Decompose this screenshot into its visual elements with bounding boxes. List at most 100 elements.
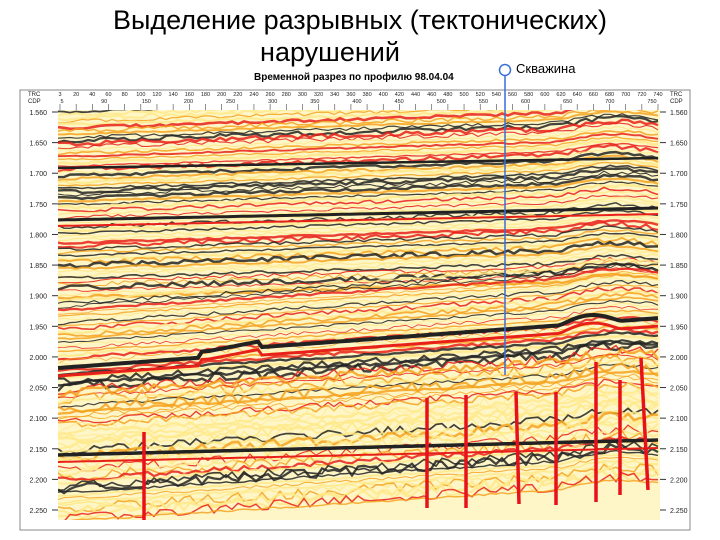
time-tick-label: 1.700 [29, 171, 47, 178]
seismic-reflection [58, 296, 659, 340]
trc-tick-label: 640 [573, 92, 582, 98]
seismic-reflection [58, 186, 659, 213]
seismic-reflection [58, 369, 659, 415]
seismic-reflection [58, 253, 659, 280]
well-label: Скважина [516, 61, 576, 76]
seismic-reflection [58, 381, 659, 428]
cdp-tick-label: 90 [101, 99, 107, 105]
trc-tick-label: 160 [185, 92, 194, 98]
time-tick-label: 1.650 [29, 141, 47, 148]
seismic-reflection [58, 182, 659, 211]
seismic-reflection [58, 232, 659, 258]
seismic-reflection [58, 194, 659, 220]
cdp-axis-label: CDP [28, 99, 41, 105]
trc-tick-label: 420 [395, 92, 404, 98]
seismic-reflection [58, 388, 659, 436]
seismic-reflection [58, 110, 659, 133]
time-tick-label: 2.200 [670, 477, 688, 484]
trc-tick-label: 40 [89, 92, 95, 98]
trc-axis-label: TRC [670, 92, 683, 98]
seismic-reflection [58, 456, 659, 501]
time-tick-label: 2.000 [29, 355, 47, 362]
seismic-reflection [58, 225, 659, 251]
seismic-reflection [58, 274, 659, 317]
seismic-reflection [58, 465, 659, 518]
seismic-reflection [58, 110, 323, 118]
seismic-reflection [58, 416, 659, 463]
seismic-reflection [58, 341, 659, 392]
well [498, 63, 512, 375]
seismic-reflection [58, 247, 659, 273]
time-tick-label: 2.250 [29, 508, 47, 515]
seismic-reflection [58, 209, 659, 235]
seismic-horizons [58, 110, 659, 520]
seismic-reflection [58, 190, 659, 216]
time-tick-label: 2.050 [29, 386, 47, 393]
trc-tick-label: 600 [540, 92, 549, 98]
seismic-reflection [58, 267, 658, 312]
cdp-tick-label: 450 [395, 99, 404, 105]
seismic-reflection [58, 205, 659, 233]
trc-tick-label: 660 [589, 92, 598, 98]
trc-tick-label: 480 [443, 92, 452, 98]
trc-tick-label: 3 [58, 92, 61, 98]
seismic-reflection [58, 264, 659, 309]
time-tick-label: 1.750 [29, 202, 47, 209]
trc-tick-label: 280 [282, 92, 291, 98]
seismic-reflection [58, 449, 659, 493]
time-tick-label: 2.050 [670, 386, 688, 393]
trc-tick-label: 360 [346, 92, 355, 98]
time-tick-label: 2.150 [29, 447, 47, 454]
seismic-reflection [58, 132, 659, 158]
well-head-icon [498, 63, 512, 77]
marker-horizon [58, 321, 659, 378]
time-tick-label: 1.560 [670, 110, 688, 117]
seismic-reflection [58, 154, 659, 182]
cdp-tick-label: 5 [60, 99, 63, 105]
seismic-reflection [58, 305, 659, 349]
seismic-reflection [58, 299, 659, 343]
trc-tick-label: 80 [122, 92, 128, 98]
seismic-reflection [58, 363, 659, 409]
seismic-reflection [58, 213, 659, 238]
time-tick-label: 1.950 [29, 324, 47, 331]
seismic-reflection [58, 118, 659, 147]
seismic-reflection [58, 170, 659, 197]
marker-horizon [58, 156, 659, 170]
seismic-reflection [58, 271, 659, 315]
time-tick-label: 1.800 [29, 232, 47, 239]
slide-title: Выделение разрывных (тектонических) нару… [0, 4, 720, 68]
time-axis-left: 1.560 1.650 1.700 1.750 1.800 1.850 1.900 1.950… [29, 110, 58, 515]
seismic-reflection [58, 244, 659, 271]
time-tick-label: 1.950 [670, 324, 688, 331]
time-tick-label: 1.700 [670, 171, 688, 178]
trc-tick-label: 380 [362, 92, 371, 98]
seismic-reflection [58, 240, 659, 269]
seismic-reflection [58, 113, 659, 139]
fault-lines [142, 357, 650, 520]
seismic-reflection [58, 309, 659, 353]
seismic-reflection [58, 129, 659, 156]
marker-horizon [58, 447, 659, 463]
seismic-reflection [58, 219, 659, 245]
cdp-tick-label: 350 [310, 99, 319, 105]
trc-tick-label: 400 [379, 92, 388, 98]
time-tick-label: 2.100 [670, 416, 688, 423]
cdp-tick-label: 700 [605, 99, 614, 105]
trc-tick-label: 700 [621, 92, 630, 98]
trc-tick-label: 620 [556, 92, 565, 98]
seismic-reflection [58, 138, 659, 165]
trc-tick-label: 200 [217, 92, 226, 98]
seismic-reflection [58, 442, 659, 495]
time-tick-label: 1.900 [29, 294, 47, 301]
trc-axis-label: TRC [28, 92, 41, 98]
time-tick-label: 1.560 [29, 110, 47, 117]
trc-tick-label: 720 [637, 92, 646, 98]
seismic-reflection [58, 317, 659, 364]
cdp-tick-label: 750 [647, 99, 656, 105]
title-line-2: нарушений [260, 37, 400, 67]
time-tick-label: 2.000 [670, 355, 688, 362]
cdp-axis-label: CDP [670, 99, 683, 105]
trc-tick-label: 300 [298, 92, 307, 98]
trc-tick-label: 580 [524, 92, 533, 98]
